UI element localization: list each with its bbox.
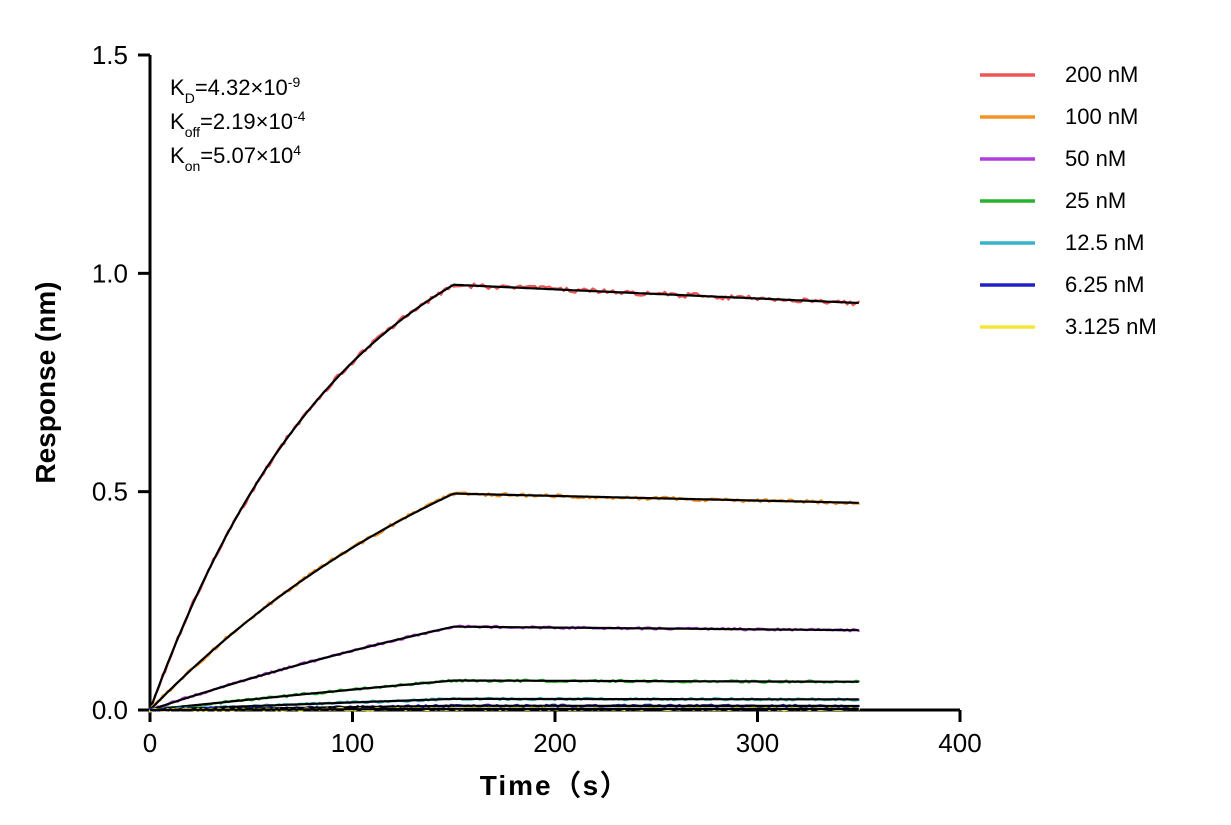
x-tick-label: 200 (533, 728, 576, 758)
y-tick-label: 1.0 (92, 258, 128, 288)
y-tick-label: 1.5 (92, 40, 128, 70)
kinetics-text: Kon=5.07×104 (170, 142, 301, 174)
fit-line (150, 709, 859, 710)
kinetics-chart-svg: 0 100 200 300 400 0.0 0.5 1.0 1.5 Time（s） Response… (0, 0, 1231, 825)
legend-label: 100 nM (1065, 104, 1138, 129)
legend: 200 nM 100 nM 50 nM 25 nM 12.5 nM 6.25 nM 3.12… (980, 62, 1157, 339)
x-axis-label: Time（s） (480, 769, 630, 801)
legend-label: 6.25 nM (1065, 272, 1145, 297)
x-tick-label: 300 (736, 728, 779, 758)
fit-line (150, 285, 859, 710)
y-tick-label: 0.5 (92, 477, 128, 507)
series-line (150, 493, 859, 712)
x-tick-label: 100 (331, 728, 374, 758)
y-axis-label: Response (nm) (30, 281, 61, 483)
y-tick-label: 0.0 (92, 695, 128, 725)
legend-label: 200 nM (1065, 62, 1138, 87)
x-tick-label: 0 (143, 728, 157, 758)
kinetics-text: KD=4.32×10-9 (170, 74, 300, 106)
kinetics-text: Koff=2.19×10-4 (170, 108, 306, 140)
legend-label: 12.5 nM (1065, 230, 1145, 255)
legend-label: 25 nM (1065, 188, 1126, 213)
chart-container: 0 100 200 300 400 0.0 0.5 1.0 1.5 Time（s） Response… (0, 0, 1231, 825)
legend-label: 50 nM (1065, 146, 1126, 171)
series-line (150, 284, 859, 709)
kinetics-annotation: KD=4.32×10-9Koff=2.19×10-4Kon=5.07×104 (170, 74, 306, 174)
x-tick-label: 400 (938, 728, 981, 758)
legend-label: 3.125 nM (1065, 314, 1157, 339)
series-group (150, 284, 859, 712)
